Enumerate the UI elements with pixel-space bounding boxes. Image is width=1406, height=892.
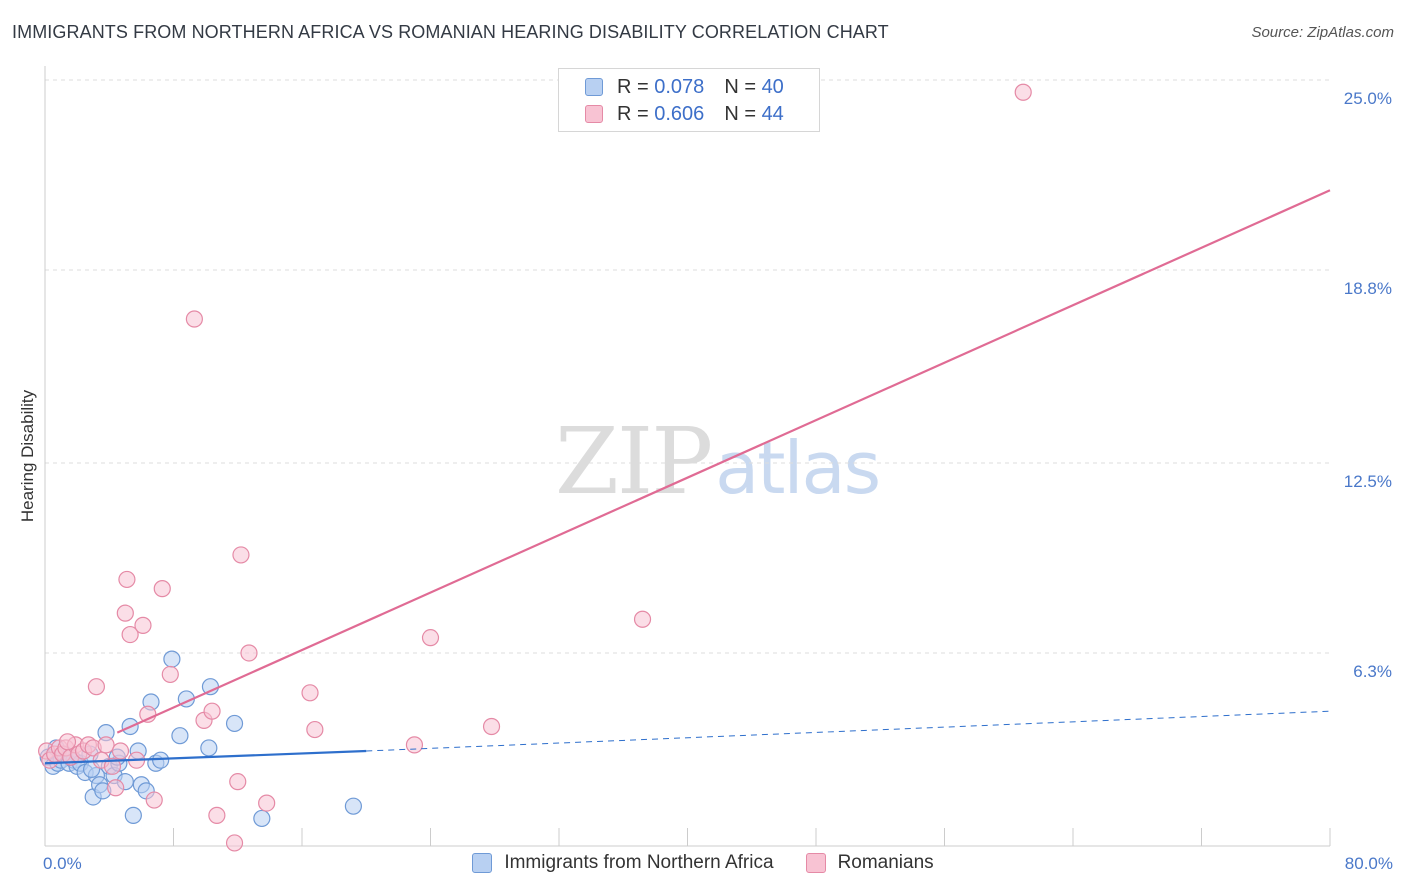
legend-r-value: 0.078 (654, 75, 705, 98)
point-romanians (208, 806, 226, 824)
point-northern-africa (344, 797, 362, 815)
point-romanians (306, 720, 324, 739)
point-romanians (161, 665, 179, 684)
correlation-legend: R = 0.078 N = 40 R = 0.606 N = 44 (558, 68, 820, 132)
point-romanians (203, 702, 221, 720)
legend-label-northern-africa: Immigrants from Northern Africa (504, 852, 774, 873)
point-romanians (87, 678, 106, 696)
point-romanians (421, 629, 440, 647)
watermark-zip: ZIP (555, 408, 713, 515)
point-northern-africa (225, 714, 244, 733)
x-tick-label: 0.0% (43, 854, 82, 873)
legend-swatch-pink (805, 853, 826, 873)
point-romanians (185, 310, 203, 328)
point-romanians (58, 733, 77, 751)
legend-n-label: N = (724, 102, 756, 125)
point-romanians (232, 546, 250, 564)
y-tick-label: 18.8% (1344, 279, 1392, 298)
trendline-northern-africa-extension (366, 710, 1331, 752)
legend-swatch-pink (585, 105, 603, 123)
legend-n-value: 44 (761, 102, 784, 125)
point-romanians (229, 773, 247, 791)
point-northern-africa (124, 806, 142, 824)
point-romanians (482, 717, 501, 736)
point-romanians (1014, 83, 1032, 101)
legend-swatch-blue (585, 78, 603, 96)
point-romanians (301, 684, 319, 702)
trendline-northern-africa (44, 749, 367, 765)
point-northern-africa (253, 809, 271, 828)
y-tick-label: 6.3% (1353, 662, 1392, 681)
point-romanians (134, 616, 152, 634)
chart-title: IMMIGRANTS FROM NORTHERN AFRICA VS ROMAN… (12, 22, 889, 42)
point-romanians (103, 757, 122, 775)
point-romanians (225, 834, 244, 852)
legend-n-value: 40 (761, 75, 784, 98)
point-northern-africa (200, 739, 218, 757)
watermark-atlas: atlas (715, 426, 881, 510)
legend-row-pink: R = 0.606 N = 44 (585, 102, 784, 126)
legend-r-label: R = (617, 102, 649, 125)
point-romanians (405, 736, 424, 754)
chart-source: Source: ZipAtlas.com (1251, 24, 1394, 41)
legend-item-romanians[interactable]: Romanians (805, 852, 934, 874)
point-romanians (145, 791, 163, 809)
point-romanians (121, 625, 139, 644)
series-legend: Immigrants from Northern Africa Romanian… (0, 852, 1406, 874)
point-romanians (240, 644, 258, 662)
legend-label-romanians: Romanians (837, 852, 934, 873)
x-tick-label: 80.0% (1345, 854, 1393, 873)
legend-n-label: N = (724, 75, 756, 98)
y-tick-label: 12.5% (1344, 472, 1392, 491)
legend-item-northern-africa[interactable]: Immigrants from Northern Africa (472, 852, 774, 874)
point-romanians (633, 610, 652, 628)
y-axis-label: Hearing Disability (18, 389, 37, 522)
point-romanians (153, 580, 171, 598)
point-northern-africa (163, 650, 181, 668)
point-northern-africa (152, 751, 170, 769)
y-tick-label: 25.0% (1344, 89, 1392, 108)
legend-r-value: 0.606 (654, 102, 705, 125)
point-romanians (107, 779, 125, 797)
legend-row-blue: R = 0.078 N = 40 (585, 75, 784, 99)
point-northern-africa (171, 727, 189, 745)
trendline-romanians (116, 189, 1331, 734)
point-romanians (111, 742, 130, 760)
point-romanians (258, 794, 276, 812)
legend-swatch-blue (472, 853, 493, 873)
legend-r-label: R = (617, 75, 649, 98)
point-romanians (97, 736, 115, 754)
zipatlas-watermark: ZIPatlas (555, 408, 881, 515)
point-romanians (118, 570, 136, 589)
point-romanians (116, 604, 134, 622)
